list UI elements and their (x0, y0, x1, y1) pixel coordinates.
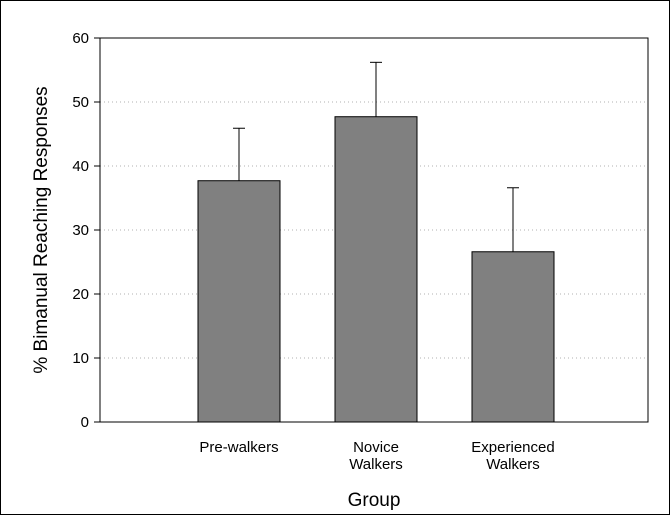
y-tick-label: 10 (72, 350, 89, 367)
gridlines (100, 101, 648, 359)
error-bars (233, 61, 519, 252)
y-tick-label: 60 (72, 30, 89, 47)
y-tick-label: 30 (72, 222, 89, 239)
x-category-label: Walkers (349, 456, 403, 473)
bars (197, 116, 555, 423)
x-axis-labels: Pre-walkers NoviceWalkersExperiencedWalke… (199, 439, 554, 473)
y-tick-label: 40 (72, 158, 89, 175)
bar-pre-walkers (197, 180, 281, 423)
y-axis-title: % Bimanual Reaching Responses (31, 86, 52, 373)
y-axis-ticks: 0 10 20 30 40 50 60 (72, 30, 100, 431)
y-tick-label: 50 (72, 94, 89, 111)
x-category-label: Experienced (471, 439, 554, 456)
bar-experienced-walkers (471, 251, 555, 423)
bar-novice-walkers (334, 116, 418, 423)
x-axis-title: Group (348, 490, 401, 511)
x-category-label: Pre-walkers (199, 439, 278, 456)
x-category-label: Novice (353, 439, 399, 456)
y-tick-label: 20 (72, 286, 89, 303)
y-tick-label: 0 (81, 414, 89, 431)
x-category-label: Walkers (486, 456, 540, 473)
